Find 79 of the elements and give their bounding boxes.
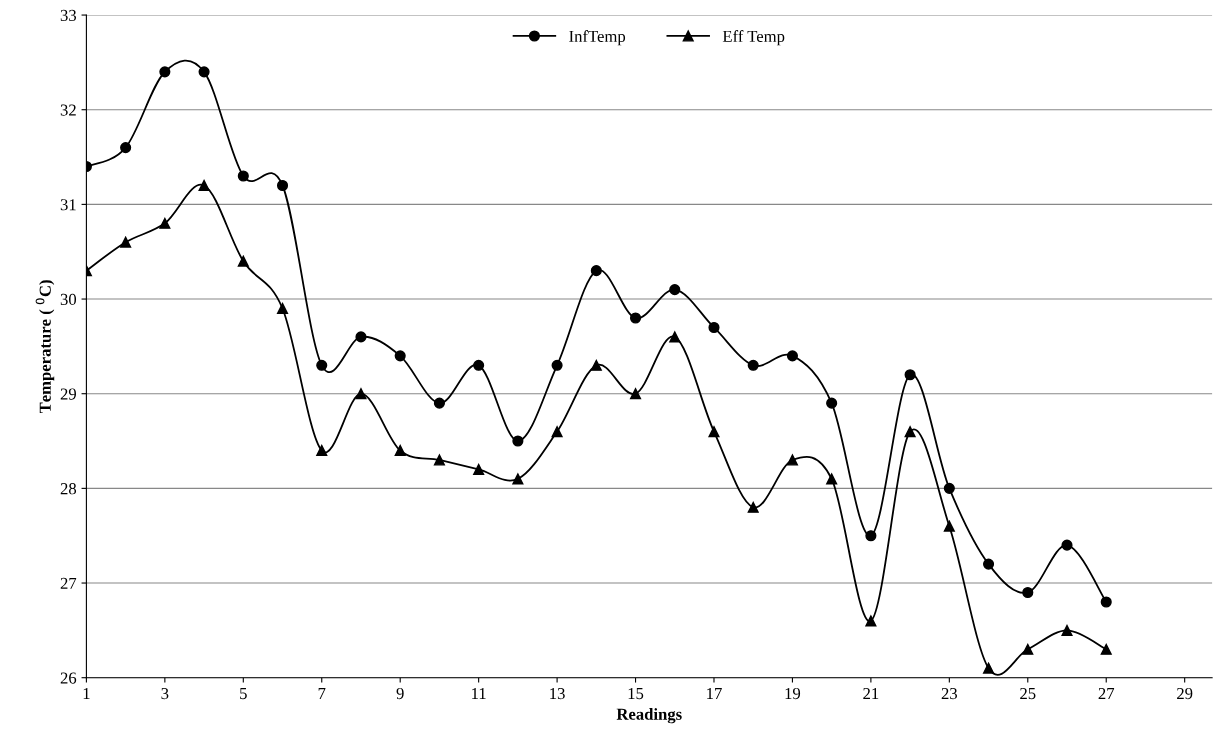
point bbox=[512, 473, 524, 485]
point bbox=[629, 312, 642, 324]
point bbox=[237, 170, 249, 182]
x-tick-label: 13 bbox=[550, 687, 565, 700]
point bbox=[316, 359, 328, 371]
point bbox=[865, 530, 877, 542]
point bbox=[943, 520, 955, 532]
point bbox=[198, 179, 210, 192]
point bbox=[551, 359, 563, 371]
point bbox=[982, 662, 995, 674]
point bbox=[590, 265, 602, 277]
point bbox=[786, 454, 798, 466]
x-axis-title: Readings bbox=[616, 708, 682, 724]
point bbox=[1061, 624, 1073, 636]
point bbox=[982, 558, 995, 570]
point bbox=[355, 331, 367, 343]
x-tick-label: 27 bbox=[1098, 687, 1115, 699]
x-tick-label: 5 bbox=[240, 688, 247, 700]
point bbox=[316, 444, 328, 457]
x-tick-label: 15 bbox=[628, 687, 644, 700]
legend-label: Eff Temp bbox=[722, 30, 785, 46]
y-tick-label: 33 bbox=[60, 9, 77, 22]
y-axis-title: Temperature ( $^{0}$C) bbox=[35, 280, 55, 414]
point bbox=[394, 350, 406, 362]
point bbox=[747, 501, 759, 513]
point bbox=[943, 482, 955, 494]
y-tick-label: 29 bbox=[60, 388, 76, 400]
point bbox=[355, 388, 367, 400]
point bbox=[159, 66, 171, 78]
point bbox=[551, 426, 563, 438]
point bbox=[826, 397, 838, 409]
point bbox=[394, 444, 406, 457]
point bbox=[433, 397, 445, 409]
x-tick-label: 29 bbox=[1177, 687, 1193, 700]
point bbox=[1100, 596, 1112, 608]
y-tick-label: 32 bbox=[60, 104, 76, 116]
y-tick-label: 27 bbox=[60, 577, 77, 589]
point bbox=[865, 615, 877, 627]
point bbox=[590, 359, 602, 371]
point bbox=[120, 142, 132, 154]
point bbox=[826, 473, 838, 485]
point bbox=[473, 359, 485, 371]
x-tick-label: 11 bbox=[472, 687, 486, 699]
x-tick-label: 17 bbox=[707, 687, 722, 699]
point bbox=[276, 302, 289, 315]
x-tick-label: 7 bbox=[318, 688, 326, 699]
point bbox=[1022, 643, 1034, 655]
point bbox=[433, 454, 445, 466]
point bbox=[669, 331, 681, 343]
point bbox=[747, 359, 759, 371]
x-tick-label: 23 bbox=[941, 687, 958, 700]
legend-label: InfTemp bbox=[569, 30, 626, 46]
point bbox=[669, 284, 681, 296]
x-tick-label: 3 bbox=[161, 687, 169, 700]
x-tick-label: 25 bbox=[1020, 687, 1036, 700]
point bbox=[708, 321, 720, 334]
point bbox=[237, 255, 249, 267]
x-tick-label: 19 bbox=[785, 687, 801, 700]
point bbox=[159, 217, 171, 229]
y-tick-label: 31 bbox=[60, 199, 76, 211]
x-tick-label: 9 bbox=[396, 687, 404, 700]
point bbox=[904, 369, 916, 381]
x-tick-label: 1 bbox=[83, 687, 90, 699]
y-tick-label: 26 bbox=[60, 672, 77, 684]
point bbox=[708, 426, 720, 438]
y-tick-label: 28 bbox=[60, 483, 77, 495]
point bbox=[1061, 539, 1073, 551]
point bbox=[473, 463, 485, 475]
point bbox=[904, 426, 916, 438]
x-tick-label: 21 bbox=[863, 687, 879, 699]
point bbox=[512, 435, 524, 447]
point bbox=[198, 66, 210, 78]
point bbox=[1100, 643, 1112, 655]
point bbox=[629, 388, 642, 400]
point bbox=[786, 350, 798, 362]
y-tick-label: 30 bbox=[60, 293, 77, 305]
point bbox=[1022, 586, 1034, 599]
point bbox=[276, 179, 289, 192]
point bbox=[120, 236, 132, 248]
